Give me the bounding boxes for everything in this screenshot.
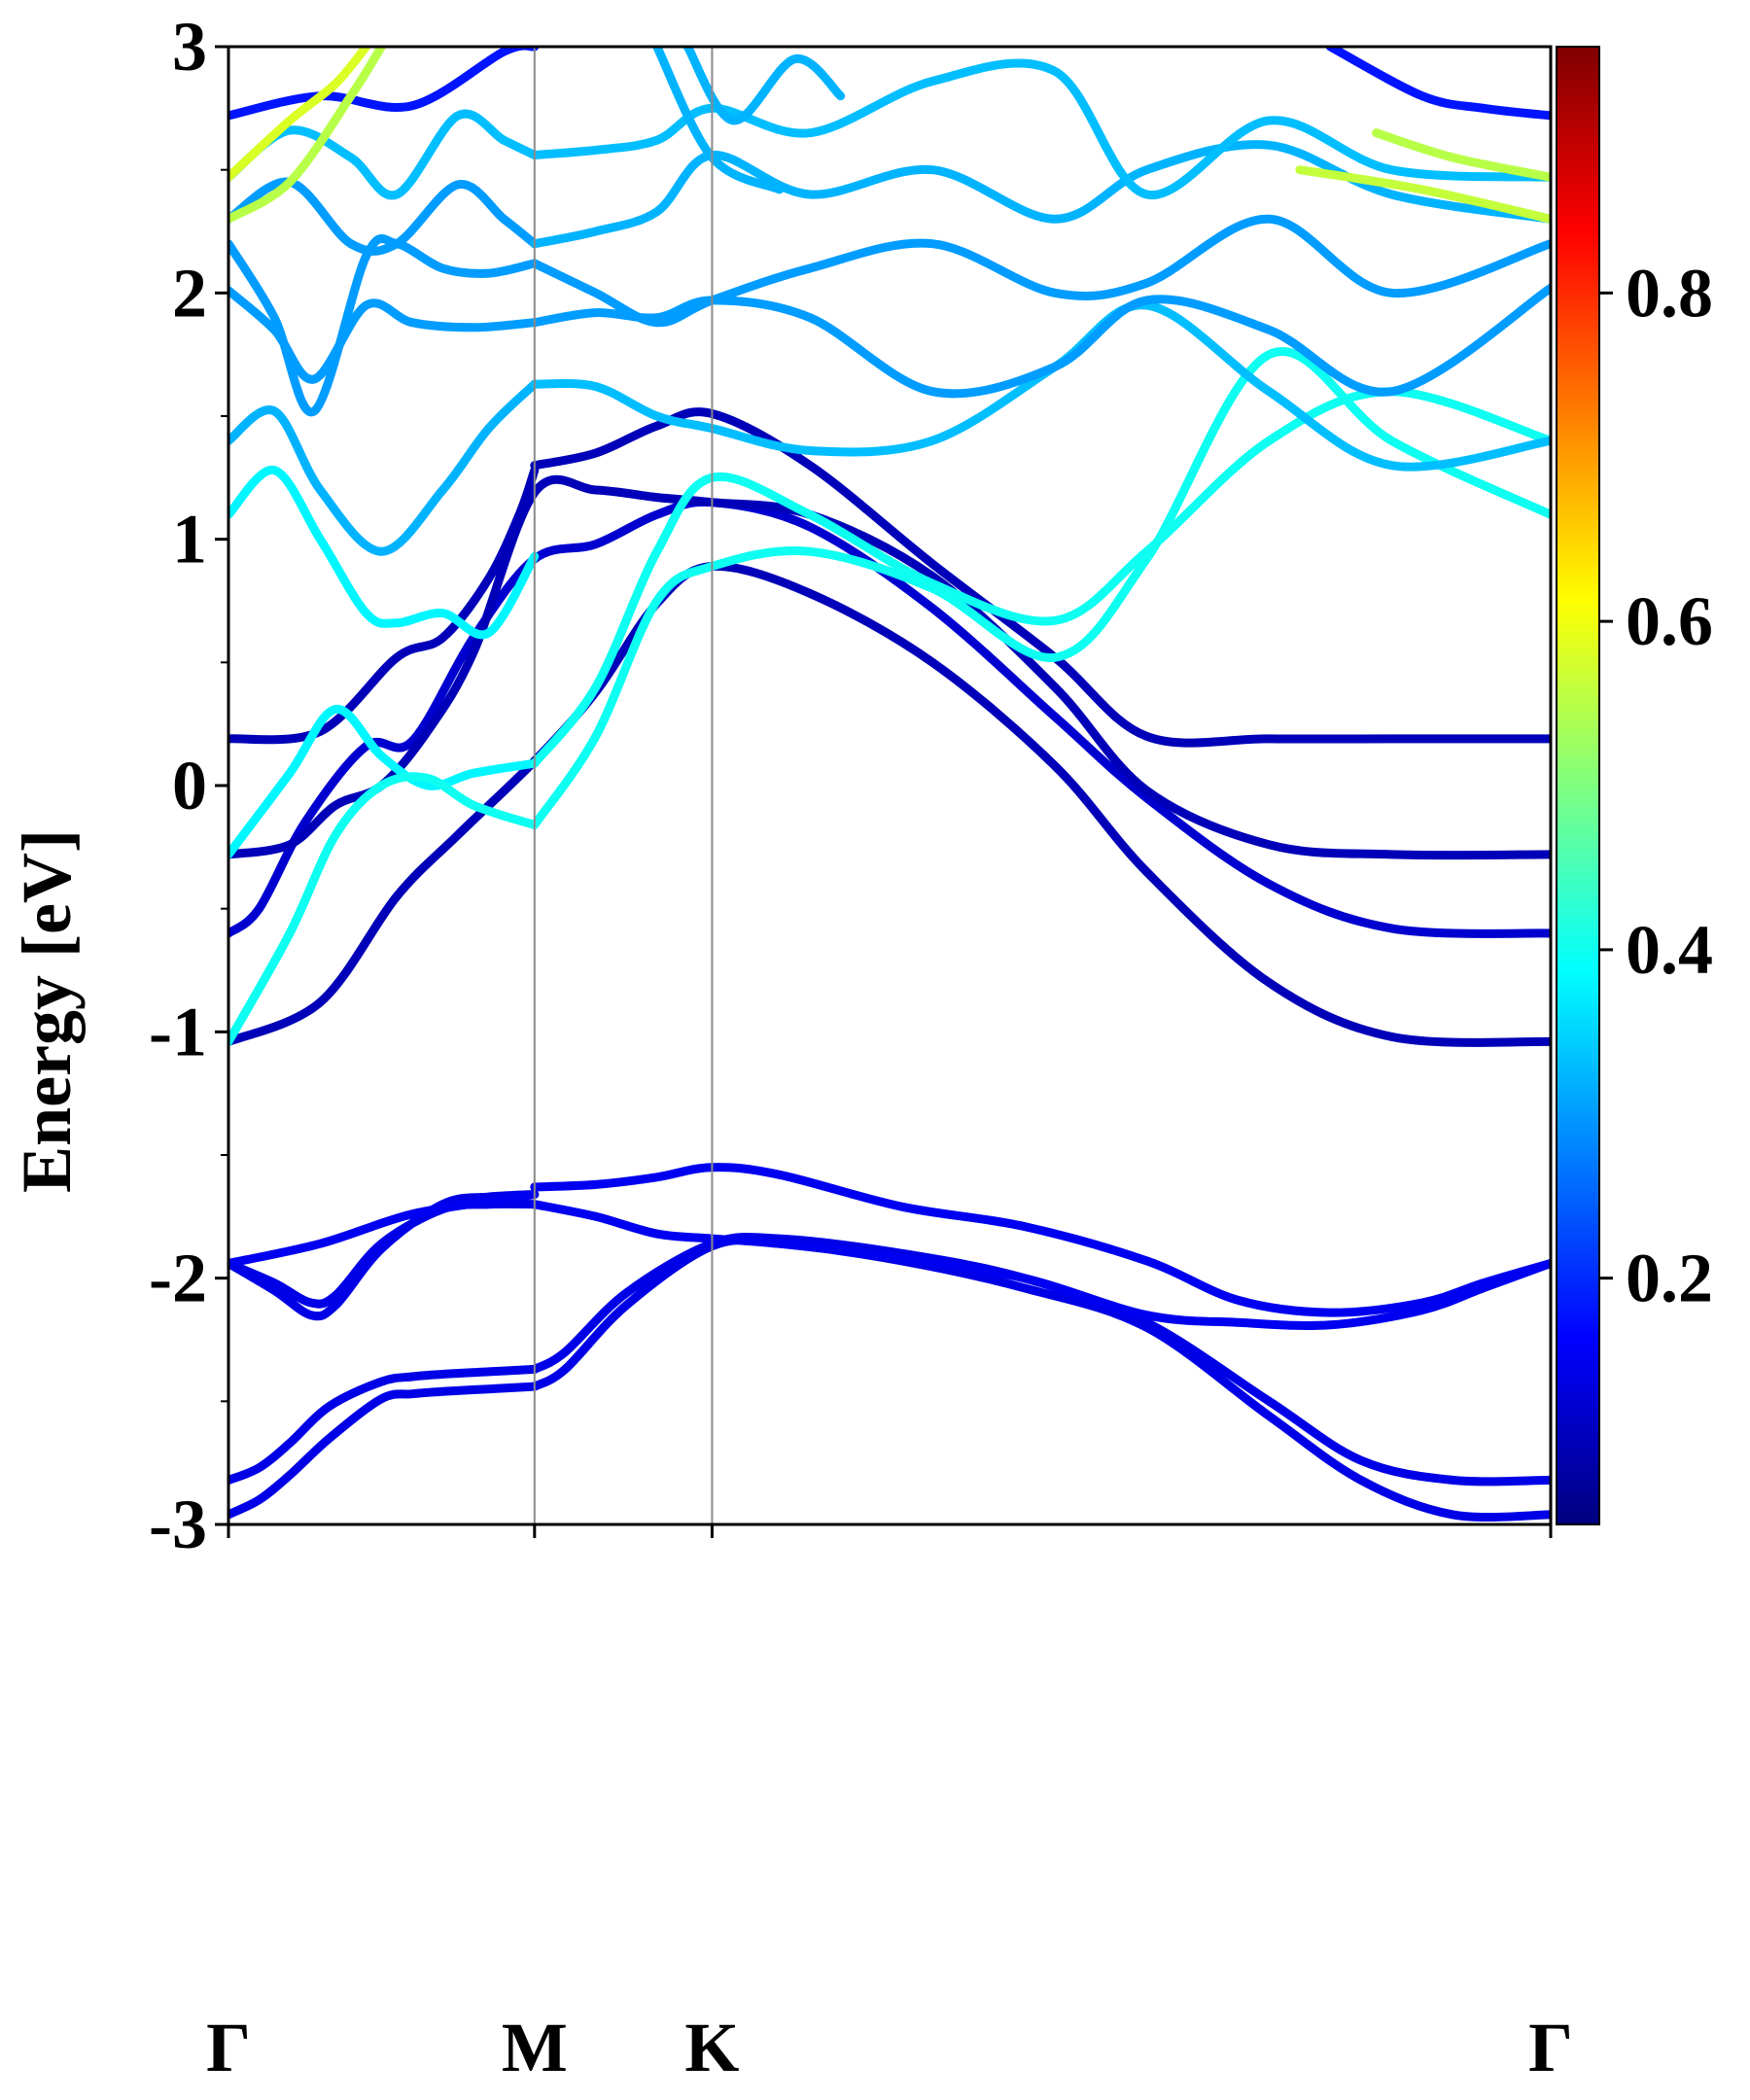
y-axis-label: Energy [eV]: [8, 829, 86, 1193]
band-line-23: [530, 283, 1551, 399]
y-axis-ticks: -3 -2 -1 0 1 2 3: [149, 8, 228, 1563]
band-line-19: [228, 466, 540, 640]
band-line-4: [530, 1232, 1551, 1487]
y-tick-label: -2: [149, 1240, 207, 1317]
band-line-12: [228, 474, 1551, 860]
y-tick-label: -3: [149, 1486, 207, 1563]
band-line-14: [530, 407, 1551, 748]
band-line-17: [228, 772, 540, 1046]
band-line-8: [530, 1163, 1551, 1317]
x-tick-label: K: [684, 2009, 739, 2086]
band-line-2: [228, 1364, 540, 1485]
band-line-29: [530, 58, 1551, 199]
band-line-20: [228, 379, 540, 556]
band-line-16: [530, 387, 1551, 768]
band-line-9: [530, 1200, 1551, 1331]
colorbar-tick-label: 0.6: [1626, 582, 1713, 660]
band-line-28: [228, 109, 540, 200]
band-line-25: [530, 214, 1551, 328]
band-line-1: [228, 1382, 540, 1520]
band-line-7: [228, 1190, 540, 1268]
y-tick-label: 3: [172, 8, 207, 86]
high-symmetry-lines: [533, 47, 714, 1524]
y-tick-label: 2: [172, 254, 207, 332]
band-line-31: [228, 47, 386, 224]
band-line-13: [228, 466, 540, 745]
band-line-3: [530, 1236, 1551, 1522]
band-line-15: [228, 705, 540, 859]
band-line-27: [530, 140, 1551, 249]
band-line-37: [1325, 47, 1551, 121]
band-line-32: [228, 47, 371, 182]
band-line-33: [1372, 128, 1551, 182]
band-line-34: [1295, 165, 1551, 224]
band-lines: [228, 47, 1551, 1522]
colorbar-tick-label: 0.2: [1626, 1240, 1713, 1317]
colorbar-tick-label: 0.8: [1626, 254, 1713, 332]
y-tick-label: 1: [172, 501, 207, 578]
x-tick-label: M: [502, 2009, 568, 2086]
x-tick-label: Γ: [1528, 2009, 1573, 2086]
band-line-18: [530, 347, 1551, 829]
x-tick-label: Γ: [206, 2009, 251, 2086]
band-line-30: [228, 47, 540, 121]
band-line-36: [682, 47, 846, 125]
colorbar-tick-label: 0.4: [1626, 911, 1713, 989]
band-line-22: [228, 286, 540, 384]
colorbar-ticks: 0.2 0.4 0.6 0.8: [1599, 254, 1713, 1317]
y-tick-label: -1: [149, 993, 207, 1070]
band-line-24: [228, 234, 540, 417]
band-line-21: [530, 300, 1551, 472]
colorbar: [1556, 46, 1600, 1525]
band-line-10: [228, 561, 1551, 1047]
band-line-35: [652, 47, 785, 194]
y-tick-label: 0: [172, 747, 207, 824]
band-line-6: [228, 1190, 540, 1321]
